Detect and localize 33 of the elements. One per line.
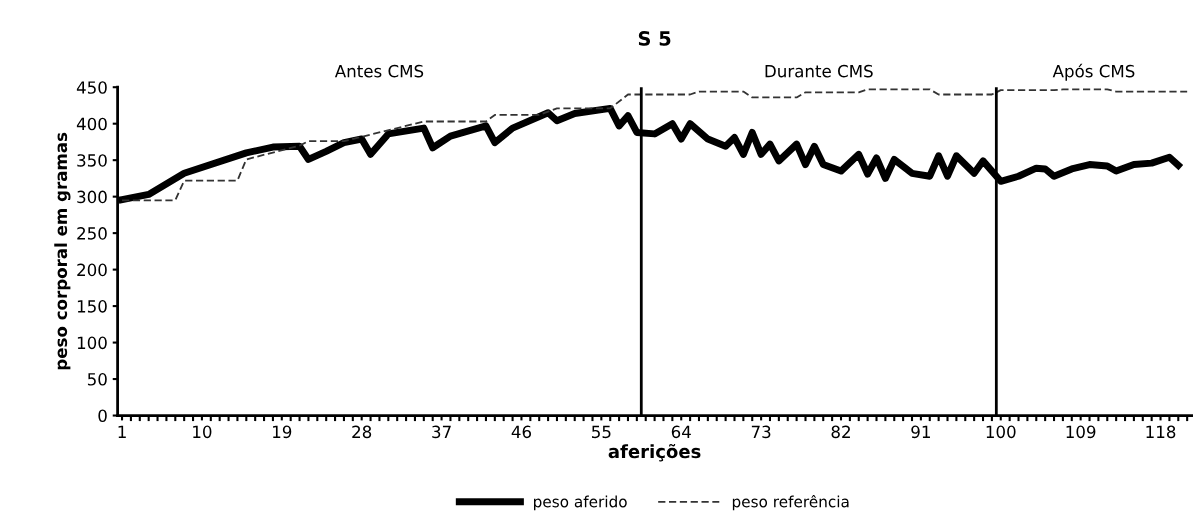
y-tick-label: 200 (77, 263, 107, 277)
y-tick-label: 150 (77, 300, 107, 313)
x-tick-label: 64 (671, 425, 691, 439)
legend-label: peso referência (732, 494, 849, 511)
text: Antes CMS (334, 64, 424, 78)
text: Durante CMS (765, 64, 873, 78)
y-tick-label: 250 (77, 227, 107, 240)
x-tick-label: 19 (273, 425, 292, 439)
y-tick-label: 0 (98, 409, 107, 423)
y-tick-label: 100 (77, 336, 107, 350)
x-axis-title: aferições (608, 443, 701, 462)
x-tick-label: 10 (193, 425, 212, 439)
line-series (121, 88, 1189, 202)
legend-label: peso aferido (534, 495, 627, 511)
x-tick-label: 118 (1146, 425, 1176, 439)
chart-title: S 5 (638, 31, 671, 46)
y-tick-label: 400 (76, 117, 107, 131)
x-tick-label: 109 (1066, 425, 1096, 439)
x-tick-label: 28 (352, 425, 372, 439)
y-tick-label: 300 (77, 190, 107, 204)
y-tick-label: 50 (87, 373, 107, 386)
y-axis-title: peso corporal em gramas (54, 132, 71, 370)
text: Após CMS (1052, 63, 1135, 81)
y-tick-label: 350 (77, 154, 107, 167)
x-tick-label: 46 (511, 425, 532, 439)
y-tick-label: 450 (76, 81, 107, 94)
x-tick-label: 1 (118, 425, 126, 438)
x-tick-label: 37 (432, 425, 451, 439)
x-tick-label: 91 (911, 425, 930, 439)
x-tick-label: 73 (751, 425, 771, 439)
x-tick-label: 82 (831, 425, 850, 439)
x-tick-label: 55 (592, 425, 611, 439)
x-tick-label: 100 (986, 425, 1016, 439)
